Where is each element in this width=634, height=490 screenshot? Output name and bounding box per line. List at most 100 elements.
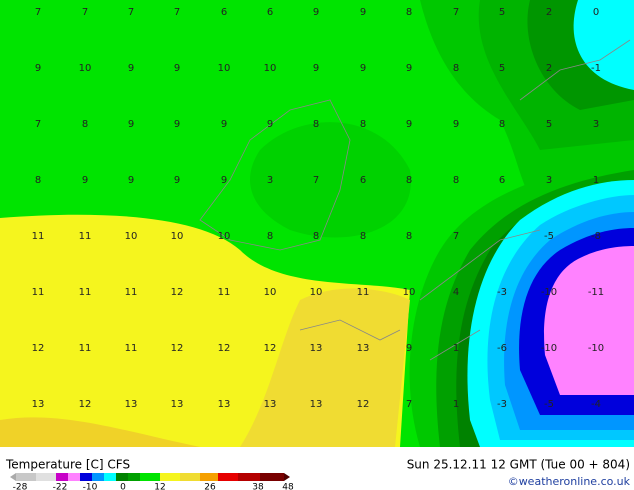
grid-value: 5 [499,7,505,18]
grid-value: -11 [588,287,604,298]
grid-value: 9 [453,119,459,130]
grid-value: 11 [79,343,92,354]
grid-value: 12 [264,343,277,354]
grid-value: 13 [218,399,231,410]
grid-value: 5 [499,63,505,74]
grid-value: 7 [174,7,180,18]
grid-value: 8 [35,175,41,186]
grid-value: 8 [313,119,319,130]
grid-value: -5 [544,231,554,242]
grid-value: 12 [218,343,231,354]
grid-value: 3 [593,119,599,130]
grid-value: 11 [79,287,92,298]
grid-value: 11 [125,287,138,298]
grid-value: 7 [128,7,134,18]
grid-value: 12 [171,287,184,298]
grid-value: -10 [541,287,557,298]
grid-value: 9 [174,175,180,186]
grid-value: 12 [171,343,184,354]
grid-value: -10 [588,343,604,354]
grid-value: 1 [453,399,459,410]
grid-value: 7 [313,175,319,186]
grid-value: 9 [406,119,412,130]
grid-value: 11 [32,231,45,242]
grid-value: 8 [360,119,366,130]
grid-value: 9 [174,119,180,130]
grid-value: 8 [499,119,505,130]
legend-tick-label: -22 [53,483,68,490]
grid-value: 13 [357,343,370,354]
grid-value: 7 [453,231,459,242]
legend-tick-label: -10 [83,483,98,490]
grid-value: 7 [453,7,459,18]
grid-value: 10 [264,63,277,74]
grid-value: 2 [546,7,552,18]
grid-value: 6 [360,175,366,186]
legend-tick-label: 12 [154,483,165,490]
grid-value: 6 [221,7,227,18]
grid-value: 1 [593,175,599,186]
grid-value: 11 [125,343,138,354]
grid-value: 8 [453,175,459,186]
grid-value: 0 [593,7,599,18]
grid-value: 12 [32,343,45,354]
grid-value: 11 [218,287,231,298]
grid-value: 10 [310,287,323,298]
grid-value: 10 [264,287,277,298]
grid-value: 7 [406,399,412,410]
grid-value: 7 [35,7,41,18]
grid-value: 10 [125,231,138,242]
grid-value: 9 [221,119,227,130]
grid-value: 10 [403,287,416,298]
grid-value: 13 [310,399,323,410]
grid-value: -3 [497,287,507,298]
legend-tick-label: -28 [13,483,28,490]
legend-tick-label: 38 [252,483,264,490]
grid-value: 8 [406,231,412,242]
grid-value: 12 [357,399,370,410]
datetime: Sun 25.12.11 12 GMT (Tue 00 + 804) [407,458,630,472]
grid-value: 10 [218,231,231,242]
grid-value: 11 [79,231,92,242]
grid-value: -8 [591,231,601,242]
grid-value: 6 [267,7,273,18]
grid-value: 9 [360,7,366,18]
grid-value: 9 [82,175,88,186]
grid-value: 9 [128,175,134,186]
grid-value: 8 [453,63,459,74]
credit[interactable]: ©weatheronline.co.uk [508,475,631,488]
grid-value: 10 [171,231,184,242]
grid-value: 13 [171,399,184,410]
grid-value: 8 [360,231,366,242]
grid-value: 7 [82,7,88,18]
grid-value: 8 [82,119,88,130]
grid-value: -5 [544,399,554,410]
grid-value: 8 [406,175,412,186]
grid-value: 9 [128,63,134,74]
grid-value: 4 [453,287,459,298]
grid-value: 9 [313,7,319,18]
grid-value: 8 [406,7,412,18]
grid-value: 13 [264,399,277,410]
grid-value: 9 [174,63,180,74]
map-title: Temperature [C] CFS [5,458,130,472]
grid-value: 7 [35,119,41,130]
grid-values: 7 7 7 7 6 6 9 9 8 7 5 2 0 9 10 9 9 10 10 9 9 9 8 5 2 -1 7 8 9 9 9 9 8 8 9 9… [32,7,605,410]
grid-value: 11 [357,287,370,298]
legend-tick-label: 48 [282,483,294,490]
grid-value: -6 [497,343,507,354]
grid-value: 2 [546,63,552,74]
grid-value: 11 [32,287,45,298]
grid-value: 6 [499,175,505,186]
grid-value: 12 [79,399,92,410]
grid-value: 13 [125,399,138,410]
grid-value: -10 [541,343,557,354]
grid-value: 10 [79,63,92,74]
grid-value: 13 [310,343,323,354]
grid-value: 10 [218,63,231,74]
grid-value: -3 [497,399,507,410]
legend-tick-label: 26 [204,483,216,490]
grid-value: 1 [453,343,459,354]
grid-value: -1 [591,63,601,74]
